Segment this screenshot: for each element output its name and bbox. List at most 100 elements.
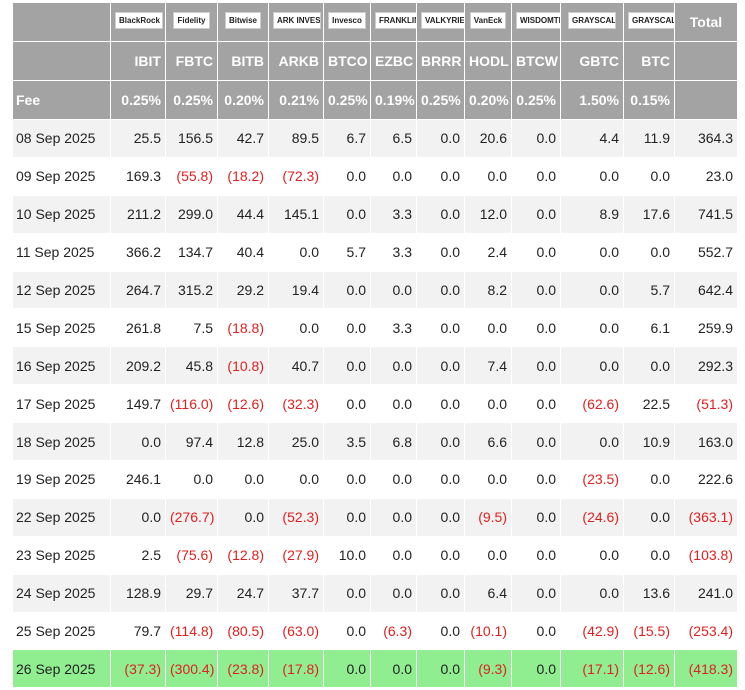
total-flow: 552.7 xyxy=(674,232,738,272)
flow-value: 0.0 xyxy=(323,649,371,689)
flow-value: (32.3) xyxy=(268,384,324,424)
total-flow: 364.3 xyxy=(674,119,738,158)
data-row: 12 Sep 2025 264.7 315.2 29.2 19.4 0.0 0.0 0.0 8.… xyxy=(12,270,738,310)
flow-value: 209.2 xyxy=(110,346,166,386)
total-flow: (103.8) xyxy=(674,535,738,575)
flow-value: (114.8) xyxy=(165,611,218,651)
flow-value: 0.0 xyxy=(416,460,465,499)
flow-value: 24.7 xyxy=(217,573,269,613)
flow-value: 0.0 xyxy=(110,422,166,462)
issuer-logo: ARK INVEST xyxy=(273,12,321,29)
ticker: BRRR xyxy=(416,41,465,81)
flow-value: 0.0 xyxy=(323,270,371,310)
flow-value: 0.0 xyxy=(623,460,675,499)
issuer-logo: Invesco xyxy=(328,12,366,29)
flow-value: 0.0 xyxy=(416,270,465,310)
flow-value: 0.0 xyxy=(560,232,624,272)
flow-value: 246.1 xyxy=(110,460,166,499)
flow-value: 0.0 xyxy=(323,308,371,348)
ticker: BITB xyxy=(217,41,269,81)
flow-value: 0.0 xyxy=(623,346,675,386)
flow-value: 0.0 xyxy=(416,497,465,537)
date: 24 Sep 2025 xyxy=(12,573,111,613)
flow-value: (18.8) xyxy=(217,308,269,348)
flow-value: 6.5 xyxy=(370,119,417,158)
date: 10 Sep 2025 xyxy=(12,194,111,234)
flow-value: (116.0) xyxy=(165,384,218,424)
flow-value: 0.0 xyxy=(416,156,465,196)
flow-value: 0.0 xyxy=(560,535,624,575)
fee: 0.21% xyxy=(268,80,324,120)
data-row: 11 Sep 2025 366.2 134.7 40.4 0.0 5.7 3.3 0.0 2.4… xyxy=(12,232,738,272)
total-flow: 642.4 xyxy=(674,270,738,310)
logo-cell: BlackRock xyxy=(110,2,166,42)
total-flow: (51.3) xyxy=(674,384,738,424)
data-row: 22 Sep 2025 0.0 (276.7) 0.0 (52.3) 0.0 0.0 0.0(… xyxy=(12,497,738,537)
flow-value: 0.0 xyxy=(217,460,269,499)
flow-value: 44.4 xyxy=(217,194,269,234)
flow-value: (12.6) xyxy=(217,384,269,424)
flow-value: 10.0 xyxy=(323,535,371,575)
fee-label: Fee xyxy=(12,80,111,120)
flow-value: 211.2 xyxy=(110,194,166,234)
flow-value: 0.0 xyxy=(511,156,561,196)
flow-value: 0.0 xyxy=(416,611,465,651)
flow-value: 22.5 xyxy=(623,384,675,424)
flow-value: 0.0 xyxy=(511,649,561,689)
flow-value: (75.6) xyxy=(165,535,218,575)
flow-value: 7.4 xyxy=(464,346,512,386)
logo-cell: FRANKLIN TEMPLETON xyxy=(370,2,417,42)
ticker: GBTC xyxy=(560,41,624,81)
flow-value: 0.0 xyxy=(511,573,561,613)
fee: 1.50% xyxy=(560,80,624,120)
date: 19 Sep 2025 xyxy=(12,460,111,499)
flow-value: 0.0 xyxy=(560,308,624,348)
table-body: BlackRock Fidelity Bitwise ARK INVEST Invesc… xyxy=(12,2,738,689)
flow-value: 0.0 xyxy=(370,270,417,310)
flow-value: 169.3 xyxy=(110,156,166,196)
flow-value: 42.7 xyxy=(217,119,269,158)
flow-value: 0.0 xyxy=(416,649,465,689)
flow-value: 17.6 xyxy=(623,194,675,234)
flow-value: 6.7 xyxy=(323,119,371,158)
flow-value: 0.0 xyxy=(416,308,465,348)
date: 16 Sep 2025 xyxy=(12,346,111,386)
data-row: 26 Sep 2025 (37.3) (300.4) (23.8) (17.8) 0.0 0… xyxy=(12,649,738,689)
fee: 0.25% xyxy=(165,80,218,120)
ticker: IBIT xyxy=(110,41,166,81)
flow-value: 0.0 xyxy=(416,119,465,158)
flow-value: 2.4 xyxy=(464,232,512,272)
flow-value: 20.6 xyxy=(464,119,512,158)
flow-value: 366.2 xyxy=(110,232,166,272)
flow-value: (18.2) xyxy=(217,156,269,196)
flow-value: 0.0 xyxy=(464,308,512,348)
flow-value: 25.0 xyxy=(268,422,324,462)
issuer-logo: VanEck xyxy=(469,12,507,29)
total-flow: 259.9 xyxy=(674,308,738,348)
total-flow: 741.5 xyxy=(674,194,738,234)
ticker: BTCW xyxy=(511,41,561,81)
flow-value: 0.0 xyxy=(416,535,465,575)
fee: 0.25% xyxy=(511,80,561,120)
flow-value: 145.1 xyxy=(268,194,324,234)
flow-value: 4.4 xyxy=(560,119,624,158)
flow-value: 5.7 xyxy=(323,232,371,272)
flow-value: 0.0 xyxy=(623,535,675,575)
flow-value: 89.5 xyxy=(268,119,324,158)
total-flow: (253.4) xyxy=(674,611,738,651)
data-row: 24 Sep 2025 128.9 29.7 24.7 37.7 0.0 0.0 0.0 6.4… xyxy=(12,573,738,613)
flow-value: 0.0 xyxy=(323,156,371,196)
flow-value: 6.8 xyxy=(370,422,417,462)
total-header: Total xyxy=(674,2,738,42)
flow-value: 3.3 xyxy=(370,308,417,348)
flow-value: (80.5) xyxy=(217,611,269,651)
date: 22 Sep 2025 xyxy=(12,497,111,537)
flow-value: (23.8) xyxy=(217,649,269,689)
flow-value: (10.1) xyxy=(464,611,512,651)
flow-value: 8.2 xyxy=(464,270,512,310)
flow-value: 6.4 xyxy=(464,573,512,613)
flow-value: (9.5) xyxy=(464,497,512,537)
flow-value: 0.0 xyxy=(511,422,561,462)
ticker: HODL xyxy=(464,41,512,81)
logo-cell: Bitwise xyxy=(217,2,269,42)
